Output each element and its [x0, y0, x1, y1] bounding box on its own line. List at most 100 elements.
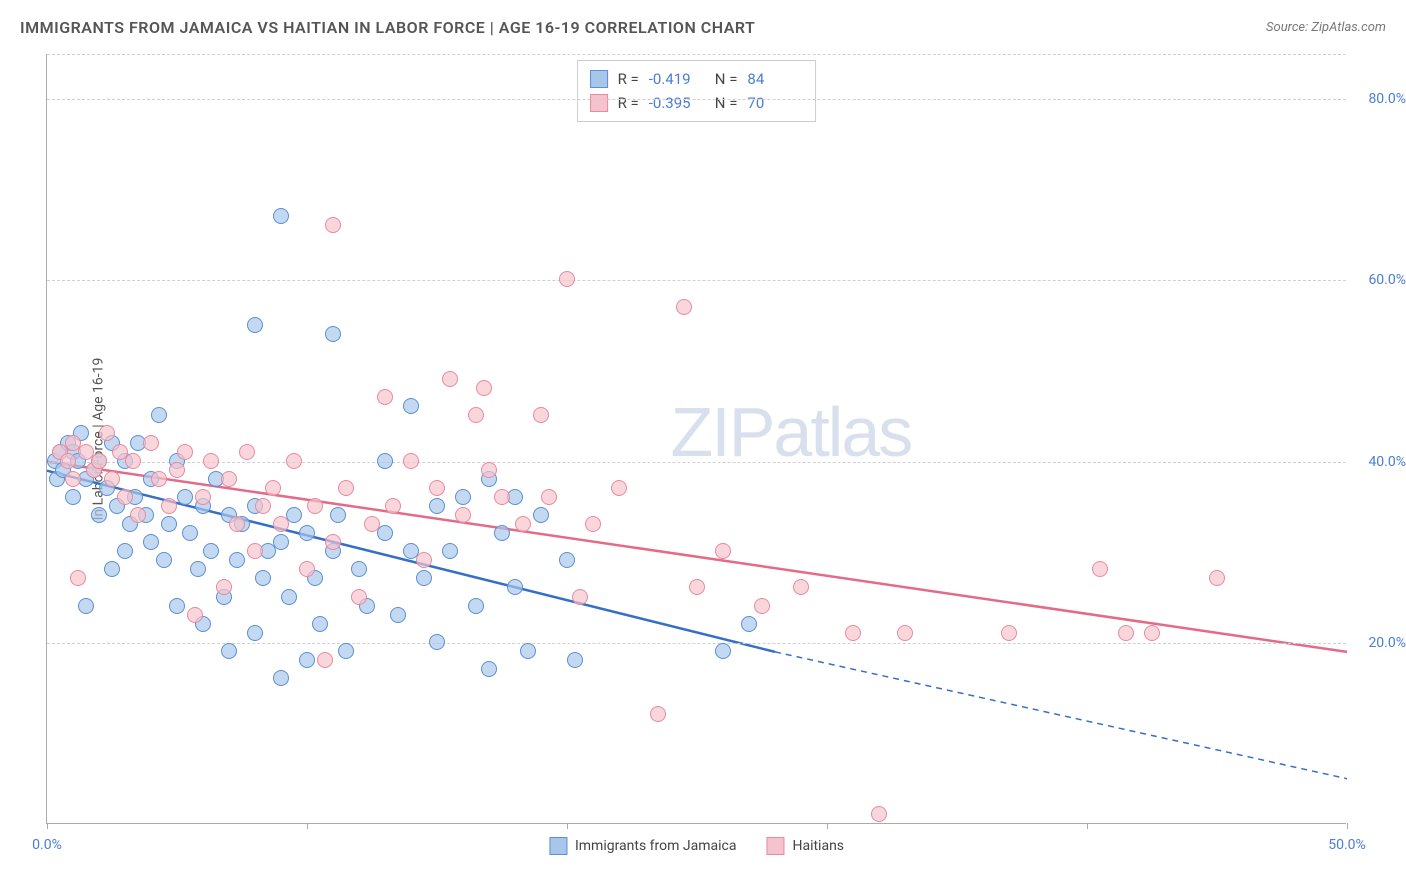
data-point-haitians: [385, 498, 401, 514]
data-point-jamaica: [442, 543, 458, 559]
legend-swatch: [549, 837, 567, 855]
data-point-jamaica: [741, 616, 757, 632]
data-point-jamaica: [156, 552, 172, 568]
data-point-haitians: [650, 706, 666, 722]
data-point-jamaica: [151, 407, 167, 423]
r-label: R =: [618, 91, 639, 115]
gridline: [47, 643, 1346, 644]
data-point-haitians: [195, 489, 211, 505]
data-point-jamaica: [468, 598, 484, 614]
data-point-jamaica: [416, 570, 432, 586]
x-tick-mark: [567, 823, 568, 829]
data-point-jamaica: [65, 489, 81, 505]
data-point-jamaica: [390, 607, 406, 623]
data-point-haitians: [125, 453, 141, 469]
x-tick-mark: [307, 823, 308, 829]
data-point-haitians: [515, 516, 531, 532]
data-point-haitians: [143, 435, 159, 451]
data-point-haitians: [203, 453, 219, 469]
data-point-haitians: [572, 589, 588, 605]
data-point-jamaica: [104, 561, 120, 577]
data-point-jamaica: [161, 516, 177, 532]
legend-row-jamaica: R = -0.419 N = 84: [590, 67, 804, 91]
scatter-plot: In Labor Force | Age 16-19 ZIPatlas R = …: [46, 54, 1346, 824]
data-point-jamaica: [247, 317, 263, 333]
data-point-haitians: [286, 453, 302, 469]
data-point-haitians: [177, 444, 193, 460]
data-point-haitians: [481, 462, 497, 478]
data-point-haitians: [104, 471, 120, 487]
data-point-haitians: [351, 589, 367, 605]
gridline: [47, 54, 1346, 55]
gridline: [47, 462, 1346, 463]
source-label: Source: ZipAtlas.com: [1266, 20, 1386, 35]
legend-swatch: [590, 94, 608, 112]
watermark: ZIPatlas: [671, 392, 912, 472]
data-point-jamaica: [117, 543, 133, 559]
data-point-jamaica: [429, 498, 445, 514]
data-point-jamaica: [273, 670, 289, 686]
data-point-haitians: [216, 579, 232, 595]
data-point-haitians: [221, 471, 237, 487]
y-tick-label: 80.0%: [1351, 91, 1406, 107]
data-point-haitians: [676, 299, 692, 315]
data-point-haitians: [229, 516, 245, 532]
data-point-jamaica: [507, 579, 523, 595]
x-tick-mark: [827, 823, 828, 829]
data-point-jamaica: [403, 398, 419, 414]
data-point-haitians: [187, 607, 203, 623]
data-point-haitians: [169, 462, 185, 478]
legend-swatch: [766, 837, 784, 855]
data-point-haitians: [559, 271, 575, 287]
data-point-jamaica: [567, 652, 583, 668]
data-point-haitians: [689, 579, 705, 595]
data-point-haitians: [299, 561, 315, 577]
data-point-jamaica: [229, 552, 245, 568]
y-tick-label: 60.0%: [1351, 272, 1406, 288]
data-point-haitians: [65, 471, 81, 487]
data-point-jamaica: [299, 652, 315, 668]
data-point-haitians: [845, 625, 861, 641]
data-point-haitians: [541, 489, 557, 505]
data-point-haitians: [247, 543, 263, 559]
data-point-jamaica: [177, 489, 193, 505]
data-point-haitians: [715, 543, 731, 559]
data-point-haitians: [416, 552, 432, 568]
data-point-jamaica: [377, 525, 393, 541]
legend-item: Immigrants from Jamaica: [549, 837, 737, 855]
y-tick-label: 20.0%: [1351, 635, 1406, 651]
chart-title: IMMIGRANTS FROM JAMAICA VS HAITIAN IN LA…: [20, 18, 755, 37]
data-point-jamaica: [221, 643, 237, 659]
legend-item: Haitians: [766, 837, 844, 855]
data-point-jamaica: [169, 598, 185, 614]
data-point-jamaica: [273, 534, 289, 550]
data-point-jamaica: [520, 643, 536, 659]
data-point-haitians: [476, 380, 492, 396]
data-point-jamaica: [312, 616, 328, 632]
data-point-haitians: [793, 579, 809, 595]
data-point-haitians: [585, 516, 601, 532]
data-point-jamaica: [143, 534, 159, 550]
legend-row-haitians: R = -0.395 N = 70: [590, 91, 804, 115]
legend-label: Haitians: [792, 838, 844, 854]
data-point-haitians: [455, 507, 471, 523]
data-point-haitians: [1118, 625, 1134, 641]
data-point-jamaica: [281, 589, 297, 605]
data-point-haitians: [871, 806, 887, 822]
data-point-haitians: [754, 598, 770, 614]
data-point-jamaica: [533, 507, 549, 523]
r-value: -0.419: [649, 67, 705, 91]
data-point-jamaica: [429, 634, 445, 650]
data-point-jamaica: [190, 561, 206, 577]
data-point-haitians: [403, 453, 419, 469]
correlation-legend: R = -0.419 N = 84 R = -0.395 N = 70: [577, 60, 817, 122]
data-point-haitians: [151, 471, 167, 487]
data-point-haitians: [611, 480, 627, 496]
data-point-jamaica: [273, 208, 289, 224]
data-point-haitians: [442, 371, 458, 387]
data-point-jamaica: [247, 625, 263, 641]
data-point-haitians: [468, 407, 484, 423]
series-legend: Immigrants from Jamaica Haitians: [549, 837, 844, 855]
trend-line-ext-jamaica: [775, 652, 1347, 779]
n-value: 70: [747, 91, 803, 115]
